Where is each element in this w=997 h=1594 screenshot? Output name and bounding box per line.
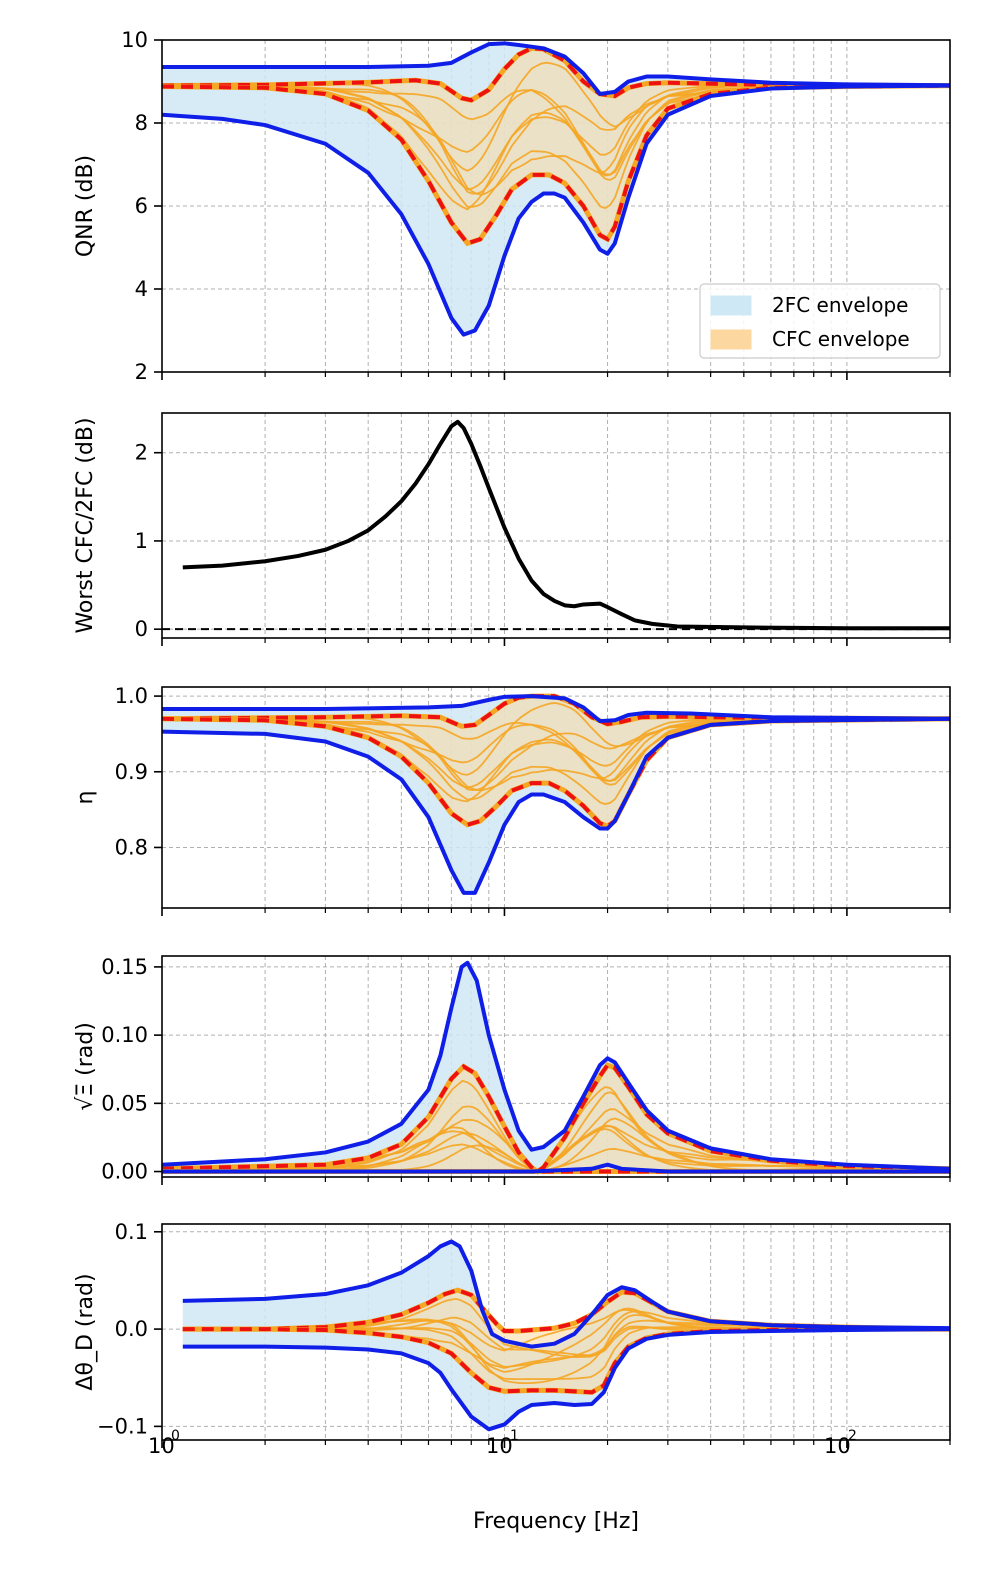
cfc-upper-bound-line: [162, 694, 950, 729]
y-tick-label: 0.10: [101, 1023, 148, 1047]
tfc-envelope-fill: [162, 962, 950, 1172]
panel-worst: 0 1 2 Worst CFC/2FC (dB): [73, 412, 951, 646]
legend-swatch-cfc: [710, 329, 752, 350]
y-tick-label: −0.1: [97, 1414, 148, 1438]
cfc-envelope-fill: [182, 1290, 950, 1393]
y-tick-label: 8: [135, 111, 148, 135]
x-tick-label-10-2-exp: 2: [848, 1428, 857, 1444]
axes-frame-worst: [161, 412, 951, 639]
tfc-envelope-fill: [162, 696, 950, 893]
y-tick-label: 2: [135, 360, 148, 384]
tfc-upper-bound-line: [182, 1239, 950, 1349]
panel-qnr: 2 4 6 8 10 QNR (dB): [73, 28, 951, 384]
y-axis-label-eta: η: [73, 791, 98, 805]
legend-label-2fc: 2FC envelope: [772, 293, 908, 317]
legend: 2FC envelope CFC envelope: [699, 283, 941, 359]
legend-label-cfc: CFC envelope: [772, 327, 910, 351]
tfc-envelope-fill: [182, 1241, 950, 1430]
tfc-upper-bound-line: [162, 960, 950, 1171]
y-tick-label: 2: [135, 441, 148, 465]
panel-dtheta: −0.1 0.0 0.1 Δθ_D (rad): [73, 1220, 951, 1448]
y-tick-label: 0.9: [115, 760, 148, 784]
tfc-lower-bound-line: [182, 1327, 950, 1432]
y-tick-label: 0.05: [101, 1091, 148, 1115]
y-axis-label-dtheta: Δθ_D (rad): [73, 1273, 98, 1390]
cfc-lower-bound-line: [162, 83, 950, 246]
y-axis-label-xi: √Ξ (rad): [73, 1022, 98, 1111]
tfc-lower-bound-line: [162, 83, 950, 337]
plot-area-eta: [162, 687, 950, 908]
legend-frame: [699, 283, 941, 359]
y-tick-label: 0.15: [101, 955, 148, 979]
plot-area-xi: [162, 956, 950, 1177]
y-tick-label: 4: [135, 277, 148, 301]
x-tick-label-10-1-exp: 1: [510, 1428, 519, 1444]
y-axis-label-worst: Worst CFC/2FC (dB): [73, 417, 98, 633]
tfc-upper-bound-line: [162, 41, 950, 96]
x-tick-label-10-2-base: 10: [824, 1434, 851, 1458]
plot-area-worst: [162, 413, 950, 638]
x-tick-label-10-0-base: 10: [148, 1434, 175, 1458]
tfc-lower-bound-line: [162, 1162, 950, 1174]
y-axis-label-qnr: QNR (dB): [73, 155, 98, 257]
cfc-lower-bound-line: [162, 716, 950, 829]
y-tick-label: 0.00: [101, 1160, 148, 1184]
x-tick-label-10-1-base: 10: [486, 1434, 513, 1458]
x-tick-label-10-0-exp: 0: [171, 1428, 180, 1444]
y-tick-label: 0.1: [115, 1220, 148, 1244]
y-tick-label: 1.0: [115, 684, 148, 708]
panel-xi: 0.00 0.05 0.10 0.15 √Ξ (rad): [73, 955, 951, 1185]
y-tick-label: 0.0: [115, 1317, 148, 1341]
axes-frame-xi: [161, 955, 951, 1178]
legend-swatch-2fc: [710, 295, 752, 316]
x-axis: 10 0 10 1 10 2 Frequency [Hz]: [148, 1428, 857, 1534]
axes-frame-eta: [161, 686, 951, 909]
plot-area-dtheta: [162, 1224, 950, 1440]
y-tick-label: 0.8: [115, 835, 148, 859]
x-axis-label: Frequency [Hz]: [473, 1509, 639, 1534]
y-tick-label: 1: [135, 529, 148, 553]
panel-eta: 0.8 0.9 1.0 η: [73, 684, 951, 916]
tfc-lower-bound-line: [162, 716, 950, 895]
y-tick-label: 6: [135, 194, 148, 218]
worst-cfc-line: [182, 419, 950, 631]
y-tick-label: 0: [135, 617, 148, 641]
tfc-upper-bound-line: [162, 694, 950, 724]
y-tick-label: 10: [121, 28, 148, 52]
tfc-envelope-fill: [162, 43, 950, 335]
axes-frame-dtheta: [161, 1223, 951, 1441]
